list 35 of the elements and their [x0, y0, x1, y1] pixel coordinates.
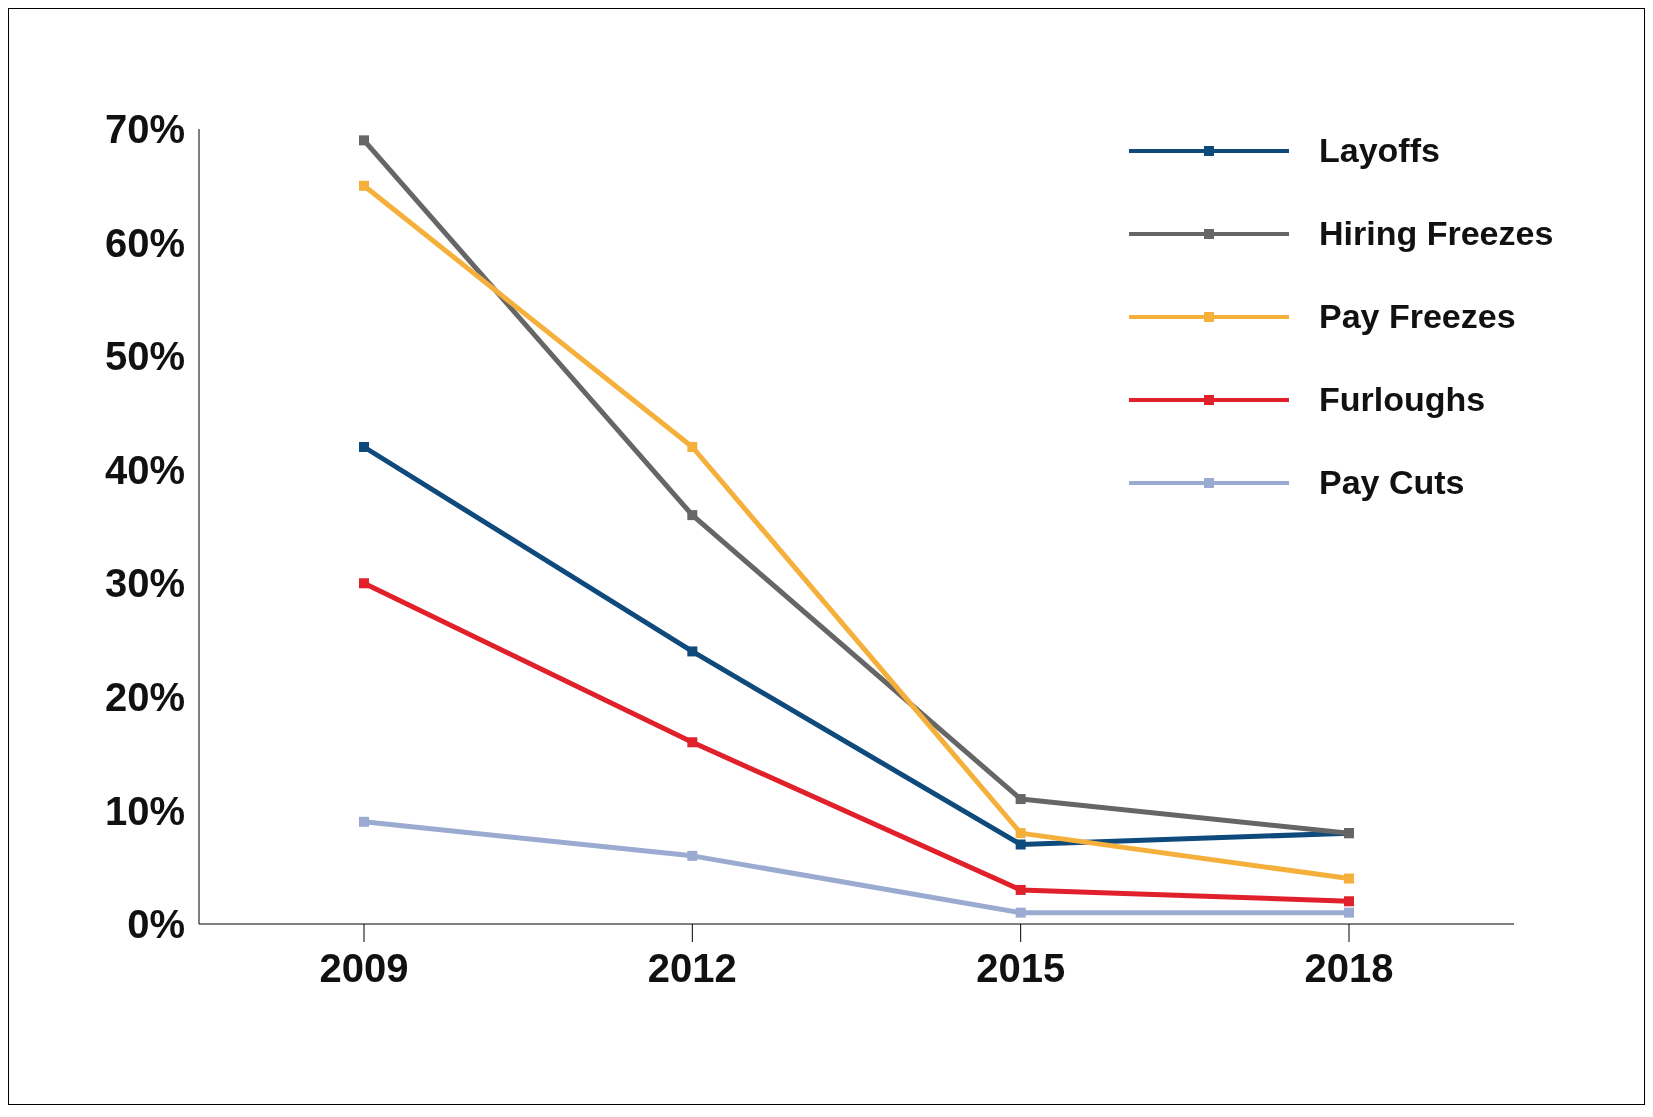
- point: [687, 442, 698, 452]
- x-tick-label: 2018: [1304, 946, 1394, 991]
- y-tick-label: 60%: [104, 220, 185, 265]
- legend-label: Layoffs: [1319, 131, 1440, 170]
- point: [359, 442, 369, 452]
- x-tick-label: 2012: [647, 946, 737, 991]
- y-tick-label: 50%: [104, 334, 185, 379]
- x-tick-label: 2009: [319, 946, 409, 991]
- legend-label: Hiring Freezes: [1319, 214, 1554, 253]
- point: [1015, 828, 1026, 839]
- point: [1015, 794, 1026, 805]
- y-tick-label: 40%: [104, 447, 185, 492]
- point: [687, 850, 698, 861]
- legend-label: Pay Freezes: [1319, 297, 1516, 336]
- point: [687, 646, 698, 657]
- y-tick-label: 0%: [127, 902, 185, 947]
- point: [359, 180, 369, 191]
- point: [359, 578, 369, 589]
- point: [1344, 873, 1354, 884]
- point: [687, 737, 698, 748]
- y-tick-label: 20%: [104, 675, 185, 720]
- point: [1015, 884, 1026, 895]
- y-tick-label: 30%: [104, 561, 185, 606]
- point: [1344, 896, 1354, 907]
- y-tick-label: 70%: [104, 107, 185, 152]
- legend-label: Pay Cuts: [1319, 463, 1465, 502]
- point: [359, 135, 369, 146]
- point: [687, 510, 698, 521]
- y-tick-label: 10%: [104, 788, 185, 833]
- legend-label: Furloughs: [1319, 380, 1486, 419]
- x-tick-label: 2015: [976, 946, 1066, 991]
- point: [1344, 907, 1354, 918]
- point: [1015, 839, 1026, 850]
- point: [359, 816, 369, 827]
- point: [1015, 907, 1026, 918]
